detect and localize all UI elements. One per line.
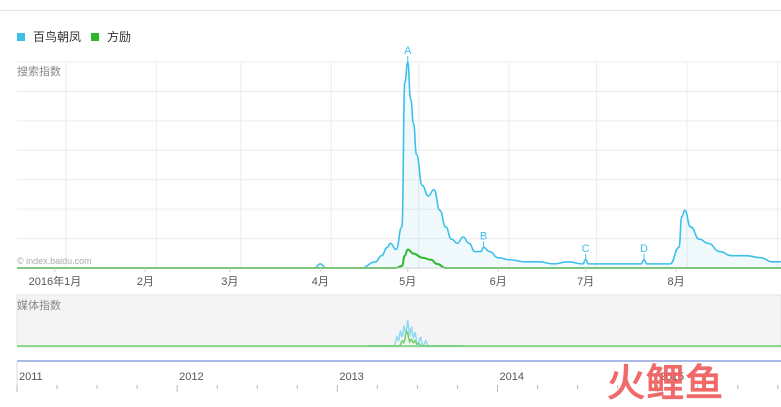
x-tick-label: 6月 bbox=[490, 276, 507, 288]
timeline-year-label: 2011 bbox=[19, 371, 43, 383]
x-tick-label: 2016年1月 bbox=[29, 274, 82, 288]
timeline-year-label: 2014 bbox=[500, 371, 524, 383]
x-tick-label: 8月 bbox=[667, 276, 684, 288]
legend-item-fangli[interactable]: 方励 bbox=[91, 28, 131, 45]
legend: 百鸟朝凤 方励 bbox=[17, 28, 141, 45]
timeline-navigator: 2011 2012 2013 2014 2015 bbox=[16, 371, 779, 392]
annotation-marker[interactable]: A bbox=[404, 45, 412, 57]
legend-swatch bbox=[17, 32, 25, 41]
media-series-layer bbox=[17, 319, 781, 348]
legend-label: 方励 bbox=[107, 30, 132, 44]
x-tick-label: 3月 bbox=[221, 276, 238, 288]
x-tick-label: 2月 bbox=[137, 276, 154, 288]
x-tick-layer: 2016年1月 2月 3月 4月 5月 6月 7月 8月 bbox=[29, 268, 685, 288]
source-watermark: © index.baidu.com bbox=[17, 256, 92, 266]
annotation-layer: A B C D bbox=[404, 45, 648, 260]
x-tick-label: 4月 bbox=[312, 276, 329, 288]
series-line-baniaochaofeng[interactable] bbox=[17, 61, 781, 269]
brand-watermark: 火鲤鱼 bbox=[607, 363, 725, 405]
annotation-marker[interactable]: D bbox=[640, 243, 648, 255]
x-tick-label: 5月 bbox=[399, 276, 416, 288]
legend-item-baniaochaofeng[interactable]: 百鸟朝凤 bbox=[17, 28, 81, 45]
legend-label: 百鸟朝凤 bbox=[33, 30, 82, 44]
search-series-layer bbox=[17, 61, 781, 270]
legend-swatch bbox=[91, 32, 100, 41]
annotation-marker[interactable]: C bbox=[582, 243, 590, 255]
media-panel-label: 媒体指数 bbox=[17, 298, 61, 312]
media-line-fangli bbox=[367, 330, 463, 347]
timeline-year-label: 2015 bbox=[660, 371, 684, 383]
annotation-marker[interactable]: B bbox=[480, 230, 487, 242]
timeline-year-label: 2012 bbox=[179, 371, 203, 383]
series-area-baniaochaofeng bbox=[17, 62, 781, 268]
x-tick-label: 7月 bbox=[577, 276, 594, 288]
search-panel-label: 搜索指数 bbox=[17, 64, 61, 78]
timeline-year-label: 2013 bbox=[339, 371, 363, 383]
search-grid bbox=[17, 61, 781, 269]
top-divider bbox=[0, 10, 781, 11]
